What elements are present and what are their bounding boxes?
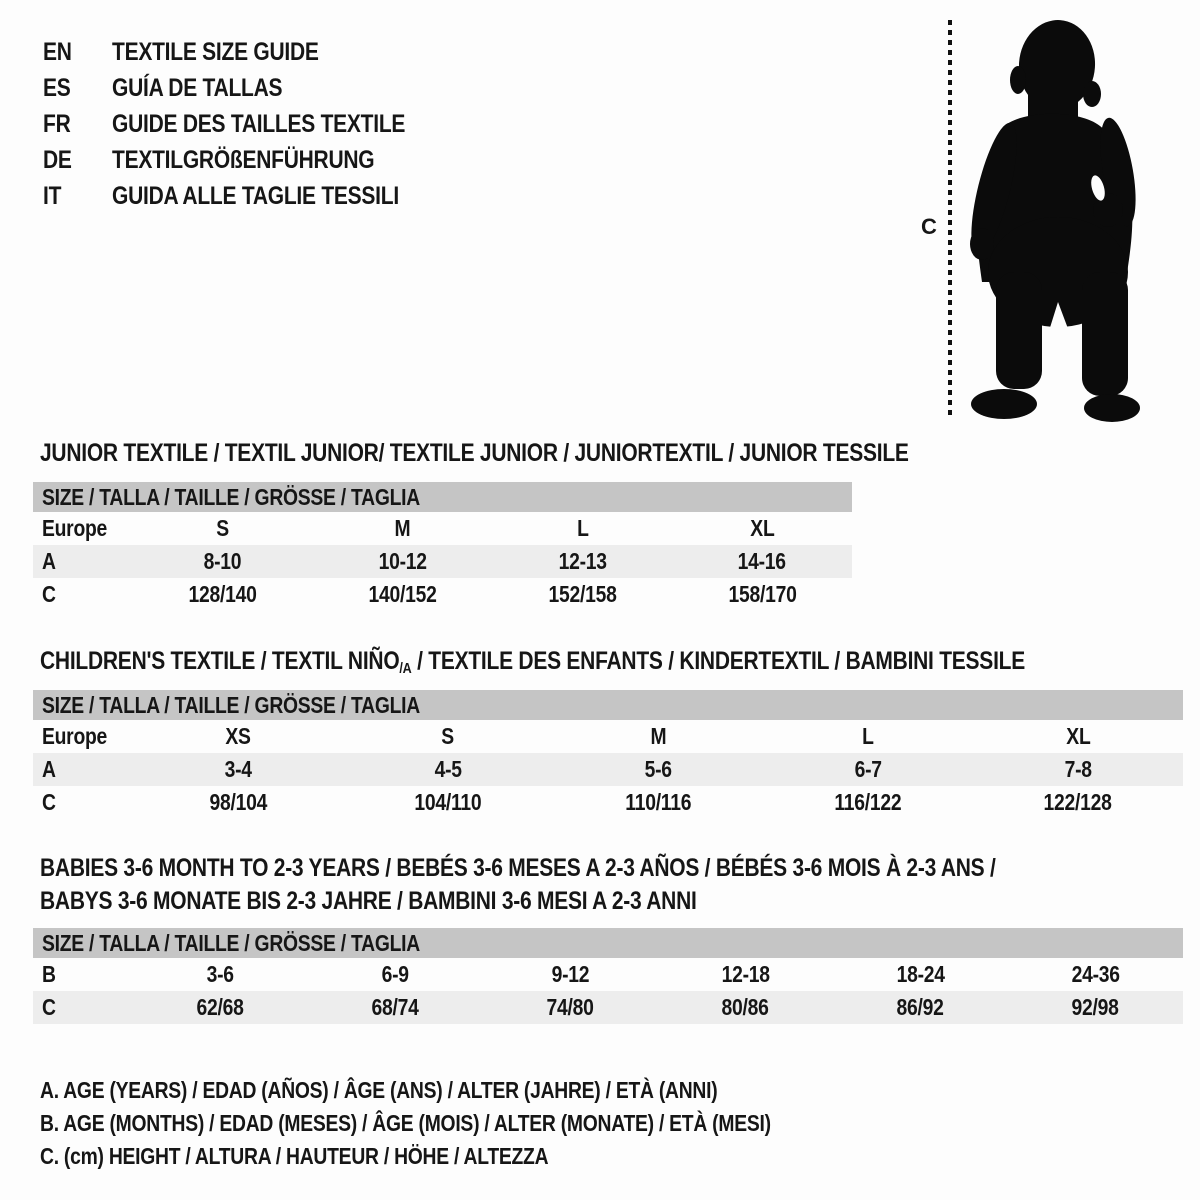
table-row-height: C 98/104 104/110 110/116 116/122 122/128: [33, 786, 1183, 819]
value-cell: 110/116: [625, 789, 691, 815]
junior-size-table: SIZE / TALLA / TAILLE / GRÖSSE / TAGLIA …: [33, 482, 852, 611]
table-row-europe: Europe S M L XL: [33, 512, 852, 545]
row-label: C: [42, 581, 56, 607]
size-header-bar: SIZE / TALLA / TAILLE / GRÖSSE / TAGLIA: [33, 928, 1183, 958]
value-cell: 7-8: [1064, 756, 1092, 782]
value-cell: 18-24: [896, 961, 945, 987]
value-cell: 80/86: [721, 994, 770, 1020]
value-cell: 9-12: [551, 961, 590, 987]
value-cell: 116/122: [834, 789, 902, 815]
language-row-en: EN TEXTILE SIZE GUIDE: [43, 34, 461, 70]
value-cell: 104/110: [414, 789, 482, 815]
value-cell: 74/80: [546, 994, 595, 1020]
value-cell: 140/152: [368, 581, 437, 607]
row-label: Europe: [42, 515, 108, 541]
children-section-title: CHILDREN'S TEXTILE / TEXTIL NIÑO/A / TEX…: [40, 647, 1025, 677]
babies-size-table: SIZE / TALLA / TAILLE / GRÖSSE / TAGLIA …: [33, 928, 1183, 1024]
language-row-es: ES GUÍA DE TALLAS: [43, 70, 461, 106]
value-cell: 152/158: [548, 581, 617, 607]
value-cell: 158/170: [728, 581, 797, 607]
value-cell: 3-4: [224, 756, 252, 782]
table-row-months: B 3-6 6-9 9-12 12-18 18-24 24-36: [33, 958, 1183, 991]
value-cell: 92/98: [1071, 994, 1120, 1020]
size-header-label: SIZE / TALLA / TAILLE / GRÖSSE / TAGLIA: [42, 692, 420, 718]
table-row-height: C 62/68 68/74 74/80 80/86 86/92 92/98: [33, 991, 1183, 1024]
row-label: C: [42, 994, 56, 1020]
table-row-age: A 8-10 10-12 12-13 14-16: [33, 545, 852, 578]
row-label: Europe: [42, 723, 108, 749]
size-cell: M: [650, 723, 666, 749]
language-title: GUIDE DES TAILLES TEXTILE: [112, 110, 406, 138]
value-cell: 4-5: [434, 756, 462, 782]
language-title: TEXTILE SIZE GUIDE: [112, 38, 319, 66]
language-code: EN: [43, 38, 72, 66]
language-row-it: IT GUIDA ALLE TAGLIE TESSILI: [43, 178, 461, 214]
value-cell: 68/74: [371, 994, 420, 1020]
value-cell: 122/128: [1043, 789, 1113, 815]
value-cell: 12-18: [721, 961, 770, 987]
babies-section-title-line2: BABYS 3-6 MONATE BIS 2-3 JAHRE / BAMBINI…: [40, 887, 697, 915]
value-cell: 62/68: [196, 994, 245, 1020]
value-cell: 14-16: [738, 548, 787, 574]
children-size-table: SIZE / TALLA / TAILLE / GRÖSSE / TAGLIA …: [33, 690, 1183, 819]
value-cell: 12-13: [558, 548, 607, 574]
size-cell: S: [441, 723, 455, 749]
size-cell: XS: [225, 723, 251, 749]
junior-section-title: JUNIOR TEXTILE / TEXTIL JUNIOR/ TEXTILE …: [40, 439, 909, 467]
row-label: C: [42, 789, 56, 815]
size-cell: L: [576, 515, 589, 541]
size-header-bar: SIZE / TALLA / TAILLE / GRÖSSE / TAGLIA: [33, 690, 1183, 720]
language-code: ES: [43, 74, 71, 102]
nino-a-subscript: /A: [399, 660, 412, 677]
language-code: IT: [43, 182, 62, 210]
language-title: TEXTILGRÖßENFÜHRUNG: [112, 146, 375, 174]
value-cell: 86/92: [896, 994, 945, 1020]
language-list: EN TEXTILE SIZE GUIDE ES GUÍA DE TALLAS …: [43, 34, 461, 214]
height-dashed-line: [948, 20, 952, 418]
legend-line-a: A. AGE (YEARS) / EDAD (AÑOS) / ÂGE (ANS)…: [40, 1077, 718, 1103]
value-cell: 128/140: [188, 581, 257, 607]
language-row-de: DE TEXTILGRÖßENFÜHRUNG: [43, 142, 461, 178]
language-title: GUIDA ALLE TAGLIE TESSILI: [112, 182, 399, 210]
size-header-bar: SIZE / TALLA / TAILLE / GRÖSSE / TAGLIA: [33, 482, 852, 512]
row-label: B: [42, 961, 56, 987]
size-cell: XL: [750, 515, 775, 541]
legend-line-b: B. AGE (MONTHS) / EDAD (MESES) / ÂGE (MO…: [40, 1110, 771, 1136]
table-row-height: C 128/140 140/152 152/158 158/170: [33, 578, 852, 611]
language-code: DE: [43, 146, 72, 174]
language-title: GUÍA DE TALLAS: [112, 74, 283, 102]
size-cell: XL: [1065, 723, 1091, 749]
value-cell: 10-12: [378, 548, 427, 574]
baby-silhouette-icon: [970, 20, 1140, 422]
table-row-europe: Europe XS S M L XL: [33, 720, 1183, 753]
babies-section-title-line1: BABIES 3-6 MONTH TO 2-3 YEARS / BEBÉS 3-…: [40, 854, 996, 882]
measurement-legend: A. AGE (YEARS) / EDAD (AÑOS) / ÂGE (ANS)…: [40, 1074, 910, 1173]
row-label: A: [42, 548, 56, 574]
size-cell: L: [862, 723, 874, 749]
value-cell: 3-6: [206, 961, 235, 987]
language-row-fr: FR GUIDE DES TAILLES TEXTILE: [43, 106, 461, 142]
figure-height-label: C: [921, 214, 937, 239]
size-cell: M: [394, 515, 411, 541]
legend-line-c: C. (cm) HEIGHT / ALTURA / HAUTEUR / HÖHE…: [40, 1143, 549, 1169]
size-cell: S: [216, 515, 230, 541]
language-code: FR: [43, 110, 71, 138]
value-cell: 8-10: [204, 548, 242, 574]
size-header-label: SIZE / TALLA / TAILLE / GRÖSSE / TAGLIA: [42, 484, 420, 510]
value-cell: 24-36: [1071, 961, 1120, 987]
size-header-label: SIZE / TALLA / TAILLE / GRÖSSE / TAGLIA: [42, 930, 420, 956]
value-cell: 5-6: [644, 756, 672, 782]
row-label: A: [42, 756, 56, 782]
value-cell: 98/104: [209, 789, 267, 815]
value-cell: 6-9: [381, 961, 410, 987]
table-row-age: A 3-4 4-5 5-6 6-7 7-8: [33, 753, 1183, 786]
value-cell: 6-7: [854, 756, 882, 782]
